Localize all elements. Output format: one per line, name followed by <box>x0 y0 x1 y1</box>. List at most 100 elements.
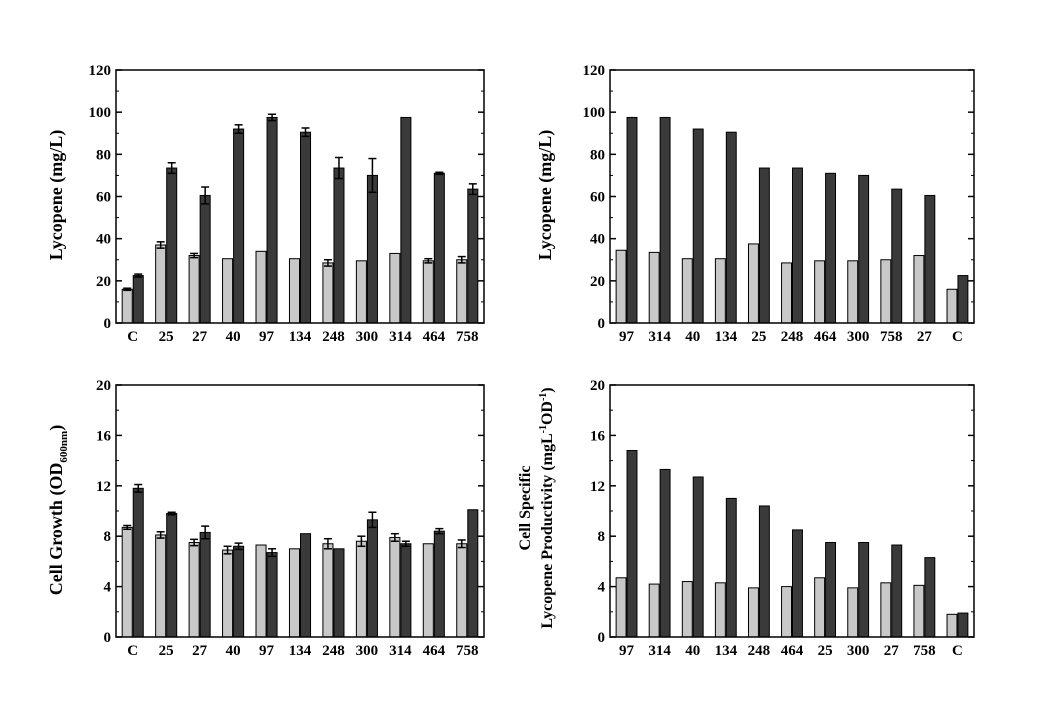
dark-bar <box>692 476 704 638</box>
x-tick-label: 314 <box>389 643 412 659</box>
light-bar <box>422 543 434 638</box>
x-tick-label: 25 <box>159 643 174 659</box>
x-tick-label: 758 <box>880 329 903 345</box>
dark-bar <box>659 468 671 638</box>
y-tick-label: 4 <box>598 580 606 596</box>
x-tick-label: 248 <box>322 643 345 659</box>
dark-bar <box>725 497 737 638</box>
light-bar <box>913 584 925 638</box>
y-axis-title-close: ) <box>539 387 556 392</box>
x-tick-label: C <box>952 643 963 659</box>
y-tick-label: 120 <box>89 63 112 79</box>
y-tick-label: 12 <box>590 479 605 495</box>
y-axis-title-sup: -1 <box>538 425 549 433</box>
y-tick-label: 80 <box>96 147 111 163</box>
specific-productivity-chart: 0 4 8 12 16 20 97 314 40 134 248 464 25 300 27 758 C <box>590 378 975 659</box>
light-bar <box>615 249 627 324</box>
y-tick-label: 80 <box>590 147 605 163</box>
dark-bar <box>659 116 671 324</box>
x-tick-label: 314 <box>648 643 671 659</box>
x-tick-label: 97 <box>619 643 635 659</box>
light-bar <box>155 244 167 324</box>
dark-bar <box>132 275 144 324</box>
light-bar <box>355 260 367 324</box>
light-bar <box>648 583 660 638</box>
y-tick-label: 20 <box>590 274 605 290</box>
light-bar <box>913 255 925 324</box>
light-bar <box>781 262 793 324</box>
light-bar <box>880 582 892 638</box>
dark-bar <box>626 116 638 324</box>
light-bar <box>781 586 793 638</box>
x-tick-label: 300 <box>847 329 870 345</box>
light-bar <box>847 587 859 638</box>
y-tick-label: 20 <box>96 378 111 394</box>
light-bar <box>322 543 334 638</box>
x-tick-label: 464 <box>814 329 837 345</box>
x-tick-label: 97 <box>259 643 275 659</box>
y-tick-label: 0 <box>598 316 606 332</box>
light-bar <box>747 587 759 638</box>
y-tick-label: 8 <box>104 529 112 545</box>
y-axis-title-close: ) <box>46 425 67 431</box>
y-tick-label: 0 <box>598 630 606 646</box>
x-tick-label: 314 <box>389 329 412 345</box>
dark-bar <box>266 552 278 638</box>
light-bar <box>847 260 859 324</box>
dark-bar <box>467 509 479 638</box>
dark-bar <box>366 519 378 638</box>
y-tick-label: 16 <box>590 428 606 444</box>
dark-bar <box>924 194 936 324</box>
light-bar <box>255 544 267 638</box>
light-bar <box>322 262 334 324</box>
x-tick-label: 40 <box>685 329 700 345</box>
dark-bar <box>300 533 312 638</box>
y-tick-label: 100 <box>583 105 606 121</box>
dark-bar <box>858 174 870 324</box>
light-bar <box>714 258 726 324</box>
y-tick-label: 40 <box>590 232 605 248</box>
light-bar <box>814 260 826 324</box>
light-bar <box>389 536 401 638</box>
x-tick-label: 464 <box>423 643 446 659</box>
x-tick-label: 27 <box>917 329 933 345</box>
light-bar <box>456 259 468 324</box>
light-bar <box>714 582 726 638</box>
x-tick-label: 464 <box>423 329 446 345</box>
x-tick-label: 134 <box>289 329 312 345</box>
y-axis-title-line-2: Lycopene Productivity (mgL-1OD-1) <box>538 387 556 628</box>
dark-bar <box>233 128 245 324</box>
dark-bar <box>433 530 445 638</box>
y-axis-title: Lycopene (mg/L) <box>46 130 67 261</box>
y-tick-label: 20 <box>590 378 605 394</box>
y-tick-label: 12 <box>96 479 111 495</box>
y-tick-label: 16 <box>96 428 112 444</box>
light-bar <box>615 577 627 638</box>
dark-bar <box>725 131 737 324</box>
x-tick-label: C <box>127 329 138 345</box>
x-tick-label: 97 <box>259 329 275 345</box>
light-bar <box>681 258 693 324</box>
dark-bar <box>166 167 178 324</box>
dark-bar <box>692 128 704 324</box>
dark-bar <box>333 167 345 324</box>
light-bar <box>422 260 434 324</box>
light-bar <box>880 259 892 324</box>
y-axis-title-main: Lycopene Productivity (mgL <box>539 433 556 628</box>
y-tick-label: 100 <box>89 105 112 121</box>
dark-bar <box>199 194 211 324</box>
dark-bar <box>792 167 803 324</box>
light-bar <box>255 250 267 324</box>
x-tick-label: 314 <box>648 329 671 345</box>
y-tick-label: 40 <box>96 232 111 248</box>
x-tick-label: 758 <box>913 643 936 659</box>
y-axis-title: Cell Growth (OD600nm) <box>46 425 70 595</box>
light-bar <box>188 255 200 324</box>
x-tick-label: 134 <box>715 643 738 659</box>
y-tick-label: 120 <box>583 63 606 79</box>
y-axis-title: Lycopene (mg/L) <box>535 130 556 261</box>
x-tick-label: 97 <box>619 329 635 345</box>
dark-bar <box>924 557 936 638</box>
x-tick-label: 248 <box>781 329 804 345</box>
